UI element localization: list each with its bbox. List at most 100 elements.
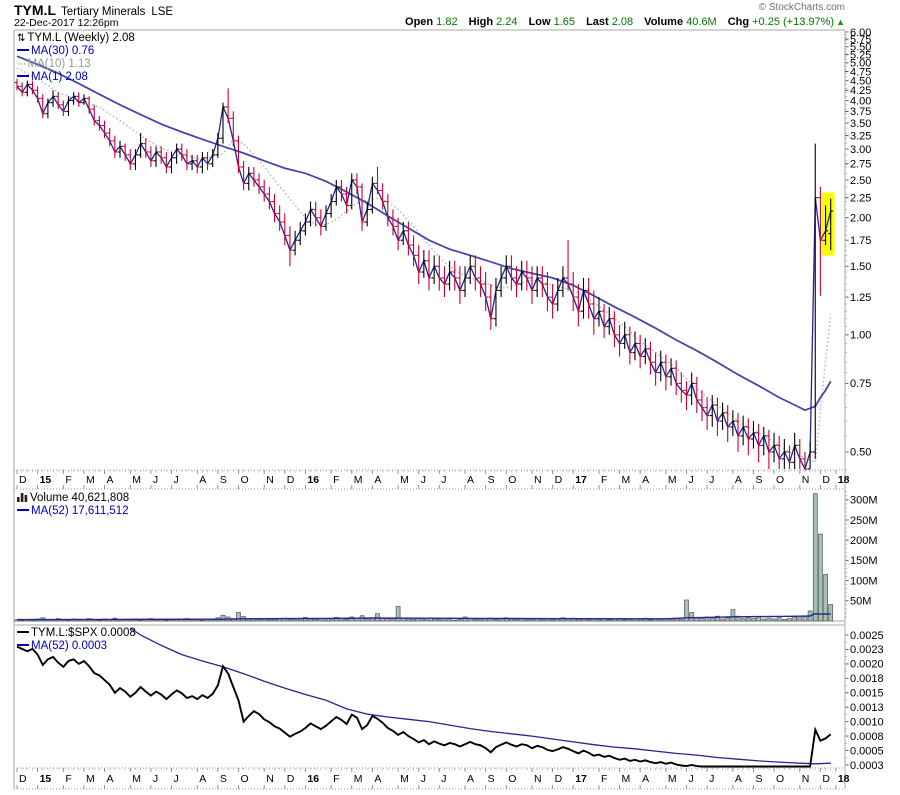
volume-bar [431,618,437,622]
volume-bar [66,619,71,622]
volume-bar [457,619,463,622]
x-axis-label: A [107,773,114,785]
volume-bar [364,618,370,622]
high-label: High [468,16,494,28]
volume-bar [287,619,293,622]
volume-bar [684,599,689,622]
volume-bar [818,533,823,622]
x-axis-label: N [534,773,542,785]
x-axis-label: J [689,474,694,486]
x-axis-label: M [132,773,141,785]
volume-bar [200,619,205,622]
x-axis-label: N [266,773,274,785]
x-axis-label: 15 [40,773,52,785]
ticker-symbol: TYM.L [14,2,56,18]
ratio-tick-label: 0.0020 [850,659,884,671]
x-axis-label: M [400,773,409,785]
volume-bar [766,617,772,622]
x-axis-label: M [132,474,141,486]
volume-bar [267,619,272,622]
volume-bar [447,618,452,622]
volume-bar [236,612,241,622]
volume-bar [668,619,674,622]
x-axis-label: O [776,773,784,785]
x-axis-label: D [555,773,563,785]
x-axis-label: J [174,773,179,785]
volume-bar [751,618,756,622]
volume-bar [328,618,334,622]
ratio-tick-label: 0.0003 [850,760,884,772]
volume-bar [709,618,715,622]
volume-bar [344,619,349,622]
volume-bar [493,619,499,622]
x-axis-label: M [400,474,409,486]
ratio-tick-label: 0.0013 [850,702,884,714]
volume-bar [699,618,705,622]
volume-histogram-icon [17,493,28,502]
x-axis-label: A [374,474,381,486]
volume-bar [426,619,432,622]
x-axis-label: M [354,773,363,785]
volume-bar [550,619,555,622]
price-tick-label: 1.75 [850,235,871,247]
volume-bar [802,615,808,622]
volume-bar [406,618,411,622]
price-tick-label: 6.00 [850,27,871,39]
x-axis-label: J [709,773,714,785]
volume-bar [292,619,298,622]
ratio-tick-label: 0.0023 [850,644,884,656]
price-y-axis: 6.005.755.505.255.004.754.504.254.003.75… [845,27,871,471]
updown-arrows-icon: ⇅ [17,33,26,44]
volume-bars [14,493,834,622]
volume-bar [421,619,427,622]
x-axis-label: O [240,773,248,785]
x-axis-label: D [19,773,27,785]
volume-bar [539,619,545,622]
x-axis-label: J [441,773,446,785]
volume-bar [220,614,226,622]
open-label: Open [405,16,434,28]
ma1-line-icon [17,75,29,77]
volume-label: Volume [644,16,684,28]
price-panel-legend: ⇅ TYM.L (Weekly) 2.08 MA(30) 0.76 ··· MA(1… [17,32,135,84]
volume-tick-label: 200M [850,535,878,547]
volume-bar [586,619,592,622]
x-axis-label: F [333,773,339,785]
x-axis-label: M [354,474,363,486]
volume-bar [210,619,216,622]
x-axis-label: 16 [307,773,319,785]
ratio-tick-label: 0.0005 [850,745,884,757]
volume-bar [297,618,303,622]
x-axis-label: A [735,474,742,486]
x-axis-label: J [709,474,714,486]
volume-bar [596,619,602,622]
ratio-ma-line [129,627,831,765]
x-axis-label: F [601,474,607,486]
x-axis-label: F [601,773,607,785]
x-axis-label: N [266,474,274,486]
low-value: 1.65 [553,16,575,28]
x-axis-label: J [174,474,179,486]
up-arrow-icon: ▲ [836,17,845,27]
price-tick-label: 2.25 [850,193,871,205]
volume-bar [30,619,35,622]
price-tick-label: 5.00 [850,58,871,70]
volume-bar [164,619,169,622]
price-tick-label: 1.25 [850,292,871,304]
x-axis-label: A [199,474,206,486]
volume-bar [725,617,731,622]
volume-bar [782,619,787,622]
volume-bar [524,619,530,622]
volume-bar [395,606,401,622]
price-tick-label: 3.75 [850,106,871,118]
volume-bar [323,619,329,622]
volume-bar [622,619,628,622]
volume-bar [509,618,514,622]
x-axis-label: O [776,474,784,486]
x-axis-label: D [822,773,830,785]
volume-bar [797,617,803,622]
price-tick-label: 4.00 [850,95,871,107]
x-axis-label: O [508,773,516,785]
